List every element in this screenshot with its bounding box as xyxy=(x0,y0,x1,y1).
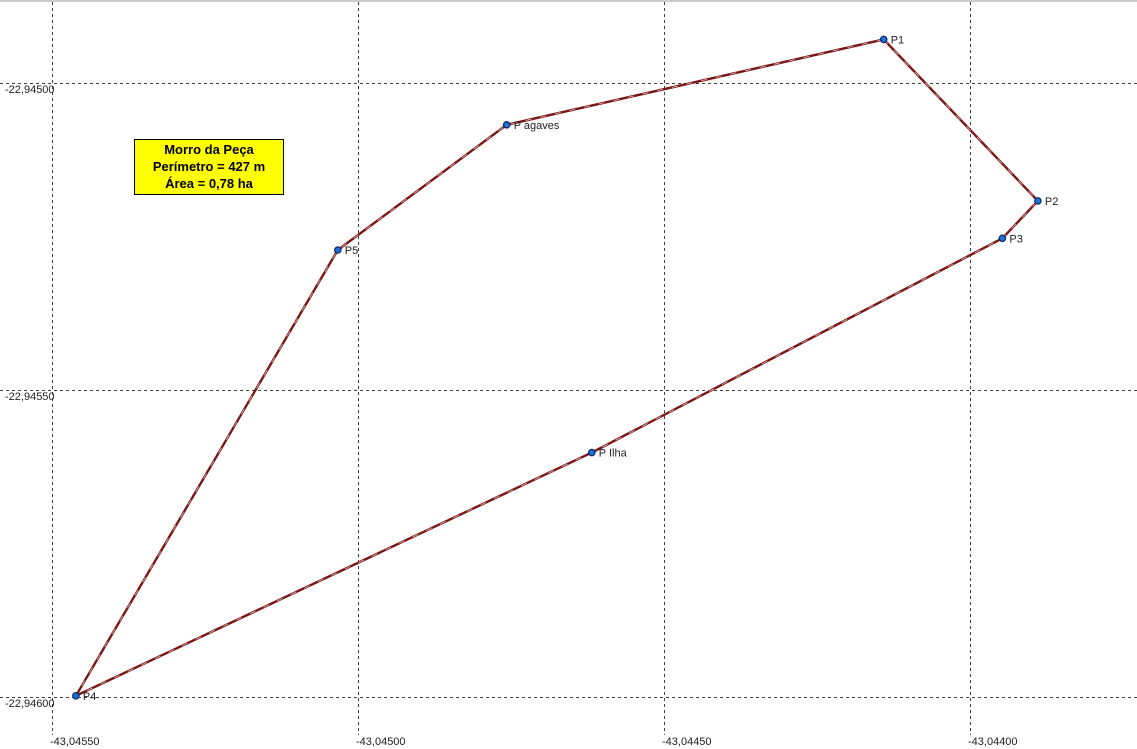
tick-label-longitude-0: -43,04550 xyxy=(50,736,100,748)
survey-point-label-p4: P4 xyxy=(83,691,96,703)
tick-label-longitude-3: -43,04400 xyxy=(968,736,1018,748)
grid-lines xyxy=(0,2,1137,735)
survey-point-label-p-agaves: P agaves xyxy=(514,120,560,132)
survey-point-marker-p4 xyxy=(72,691,80,700)
area-info-box: Morro da Peça Perímetro = 427 m Área = 0… xyxy=(134,139,284,195)
area-polygon xyxy=(74,38,1040,697)
tick-label-latitude-1: -22,94550 xyxy=(5,391,55,403)
polygon-outline-dash xyxy=(74,38,1039,697)
info-box-perimeter: Perímetro = 427 m xyxy=(152,159,266,174)
survey-point-marker-p2 xyxy=(1034,197,1042,205)
survey-point-marker-p5 xyxy=(333,246,342,254)
survey-point-label-p3: P3 xyxy=(1009,233,1022,245)
survey-point-marker-p3 xyxy=(998,234,1007,243)
tick-label-latitude-0: -22,94500 xyxy=(5,84,55,96)
survey-point-label-p-ilha: P Ilha xyxy=(599,448,628,460)
survey-point-marker-p-ilha xyxy=(587,448,596,457)
survey-points: P1 P2 P3 P Ilha P4 P5 P agaves xyxy=(72,34,1058,703)
survey-point-label-p1: P1 xyxy=(891,34,904,46)
survey-point-label-p5: P5 xyxy=(345,245,358,257)
tick-label-longitude-2: -43,04450 xyxy=(662,736,712,748)
survey-point-label-p2: P2 xyxy=(1045,196,1058,208)
survey-point-marker-p1 xyxy=(879,35,888,44)
axis-tick-labels: -43,04550 -43,04500 -43,04450 -43,04400 -22,… xyxy=(5,84,1018,748)
info-box-title: Morro da Peça xyxy=(164,142,254,157)
tick-label-longitude-1: -43,04500 xyxy=(356,736,406,748)
polygon-outline xyxy=(74,38,1040,697)
tick-label-latitude-2: -22,94600 xyxy=(5,698,55,710)
survey-point-marker-p-agaves xyxy=(502,121,511,129)
info-box-area: Área = 0,78 ha xyxy=(165,176,253,191)
